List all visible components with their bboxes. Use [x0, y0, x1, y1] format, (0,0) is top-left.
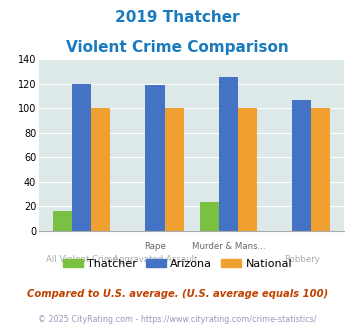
Text: 2019 Thatcher: 2019 Thatcher: [115, 10, 240, 25]
Text: Robbery: Robbery: [284, 255, 320, 264]
Text: © 2025 CityRating.com - https://www.cityrating.com/crime-statistics/: © 2025 CityRating.com - https://www.city…: [38, 315, 317, 324]
Bar: [91, 109, 110, 231]
Text: All Violent Crime: All Violent Crime: [46, 255, 118, 264]
Bar: [53, 212, 72, 231]
Text: Murder & Mans...: Murder & Mans...: [192, 242, 265, 251]
Text: Compared to U.S. average. (U.S. average equals 100): Compared to U.S. average. (U.S. average …: [27, 289, 328, 299]
Bar: [146, 85, 164, 231]
Text: Rape: Rape: [144, 242, 166, 251]
Text: Aggravated Assault: Aggravated Assault: [113, 255, 197, 264]
Bar: [219, 77, 238, 231]
Bar: [292, 100, 311, 231]
Bar: [72, 84, 91, 231]
Bar: [238, 109, 257, 231]
Legend: Thatcher, Arizona, National: Thatcher, Arizona, National: [58, 255, 297, 274]
Bar: [200, 202, 219, 231]
Text: Violent Crime Comparison: Violent Crime Comparison: [66, 40, 289, 54]
Bar: [311, 109, 331, 231]
Bar: [164, 109, 184, 231]
